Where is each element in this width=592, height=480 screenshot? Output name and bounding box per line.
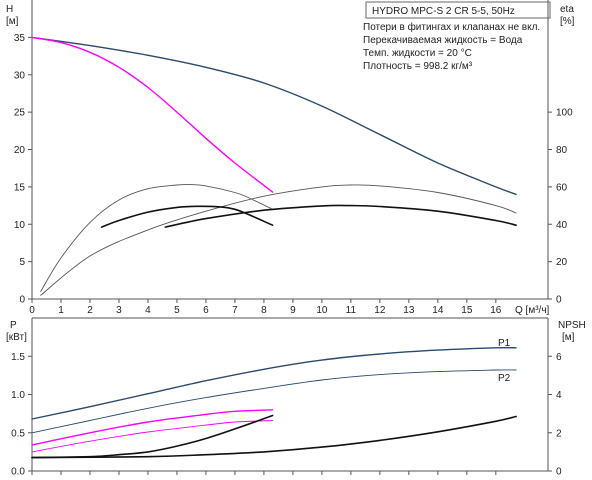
- x-tick-label: 2: [87, 305, 93, 316]
- left-tick-label: 0: [19, 295, 25, 306]
- left-tick-label: 15: [14, 182, 26, 193]
- series-line-upper-2: [31, 36, 274, 193]
- x-tick-label: 12: [374, 305, 386, 316]
- right-tick-label: 4: [556, 390, 562, 401]
- left-tick-label: 35: [14, 33, 26, 44]
- x-tick-label: 11: [346, 305, 357, 316]
- x-tick-label: 3: [116, 305, 122, 316]
- note-fittings: Потери в фитингах и клапанах не вкл.: [363, 21, 540, 33]
- right-tick-label: 0: [556, 295, 562, 306]
- title-box: [365, 1, 551, 19]
- power-axis-symbol: P: [10, 320, 17, 331]
- right-tick-label: 2: [556, 428, 562, 439]
- x-tick-label: 0: [29, 305, 35, 316]
- series-line-lower-6: [31, 415, 517, 459]
- x-tick-label: 13: [403, 305, 415, 316]
- left-tick-label: 0.0: [11, 467, 25, 478]
- x-tick-label: 14: [432, 305, 444, 316]
- note-temperature: Темп. жидкости = 20 °C: [363, 48, 472, 59]
- right-tick-label: 20: [556, 257, 568, 268]
- head-axis-unit: [м]: [6, 16, 19, 27]
- npsh-axis-unit: [м]: [562, 332, 575, 343]
- series-line-lower-2: [31, 369, 517, 434]
- left-tick-label: 30: [14, 70, 26, 81]
- series-line-upper-3: [40, 184, 274, 292]
- right-tick-label: 80: [556, 145, 568, 156]
- flow-axis-label: Q [м³/ч]: [515, 305, 550, 316]
- head-axis-symbol: H: [6, 4, 13, 15]
- npsh-axis-symbol: NPSH: [558, 320, 586, 331]
- right-tick-label: 40: [556, 220, 568, 231]
- right-tick-label: 0: [556, 467, 562, 478]
- series-line-upper-1: [31, 36, 517, 196]
- x-tick-label: 6: [203, 305, 209, 316]
- series-line-upper-6: [164, 204, 517, 228]
- x-tick-label: 16: [490, 305, 502, 316]
- note-density: Плотность = 998.2 кг/м³: [363, 61, 473, 72]
- series-label-p1: P1: [498, 338, 511, 349]
- left-tick-label: 25: [14, 108, 26, 119]
- series-line-lower-1: [31, 346, 517, 420]
- left-tick-label: 0.5: [11, 428, 25, 439]
- right-tick-label: 100: [556, 108, 573, 119]
- x-tick-label: 15: [461, 305, 473, 316]
- series-line-upper-4: [40, 184, 517, 296]
- right-tick-label: 6: [556, 352, 562, 363]
- x-tick-label: 9: [290, 305, 296, 316]
- series-label-p2: P2: [498, 373, 511, 384]
- x-tick-label: 7: [232, 305, 238, 316]
- left-tick-label: 1.5: [11, 352, 25, 363]
- x-tick-label: 10: [316, 305, 328, 316]
- x-tick-label: 4: [145, 305, 151, 316]
- x-tick-label: 8: [261, 305, 267, 316]
- x-tick-label: 1: [58, 305, 64, 316]
- left-tick-label: 20: [14, 145, 26, 156]
- efficiency-axis-symbol: eta: [560, 4, 574, 15]
- power-axis-unit: [кВт]: [6, 332, 27, 343]
- series-line-lower-3: [31, 409, 274, 446]
- left-tick-label: 1.0: [11, 390, 25, 401]
- efficiency-axis-unit: [%]: [560, 16, 575, 27]
- note-liquid: Перекачиваемая жидкость = Вода: [363, 35, 523, 46]
- x-tick-label: 5: [174, 305, 180, 316]
- right-tick-label: 60: [556, 182, 568, 193]
- series-line-lower-4: [31, 420, 274, 453]
- left-tick-label: 10: [14, 220, 26, 231]
- left-tick-label: 5: [19, 257, 25, 268]
- chart-title: HYDRO MPC-S 2 CR 5-5, 50Hz: [372, 6, 515, 17]
